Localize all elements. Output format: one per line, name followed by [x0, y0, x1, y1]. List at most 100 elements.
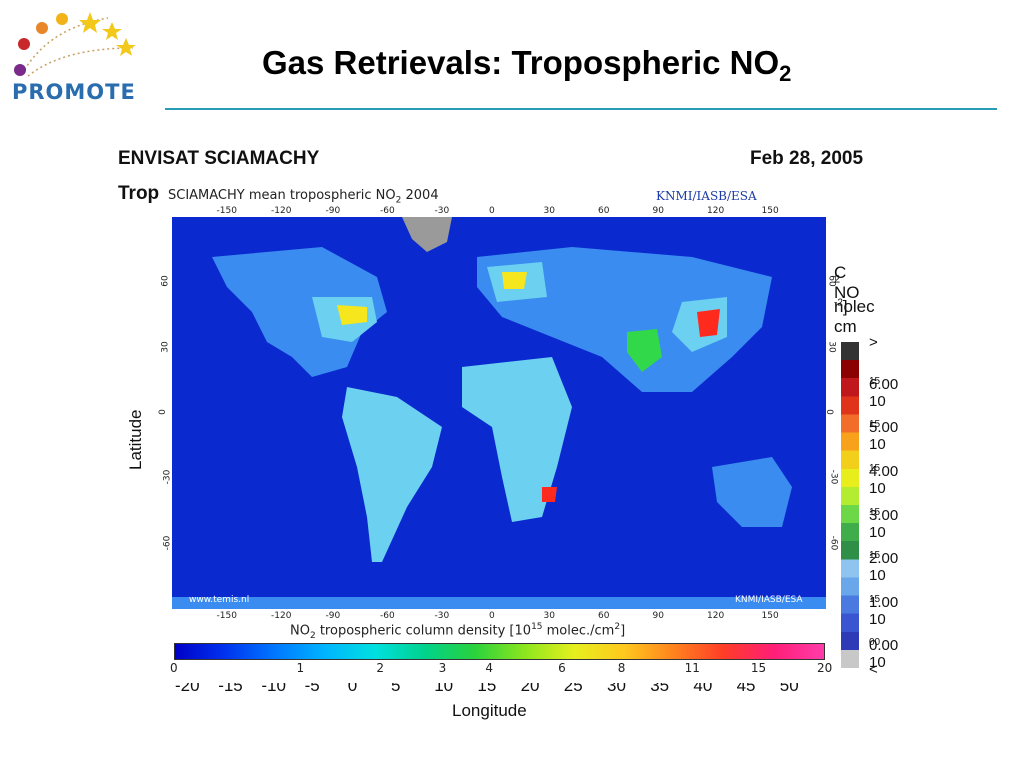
no2-fragment: C NO 2 — [834, 263, 860, 302]
colorbar-tick-label: 1 — [296, 661, 305, 675]
map-credit-text: KNMI/IASB/ESA — [735, 595, 803, 605]
lat-tick-label: 0 — [157, 409, 168, 415]
lat-tick-label: 60 — [826, 275, 837, 288]
date-label: Feb 28, 2005 — [750, 148, 864, 169]
colorbar-tick-label: 20 — [817, 661, 833, 675]
subtitle-fragment: Trop — [118, 183, 160, 204]
lat-tick-label: 30 — [826, 340, 837, 353]
legend-label-exp: 15 — [869, 550, 881, 561]
legend-label-exp: 00 — [869, 637, 881, 648]
lat-tick-label: -30 — [828, 469, 839, 485]
lat-tick-label: -60 — [828, 535, 839, 551]
no2-fragment-sub: 2 — [834, 273, 841, 286]
lon-tick-label: 150 — [761, 611, 779, 621]
legend-label: 3.00 10 15 — [869, 507, 898, 541]
back-panel-tick-label: 5 — [391, 676, 401, 695]
colorbar-title-d: ] — [620, 623, 626, 639]
map-eurasia — [477, 247, 772, 392]
unit-fragment-text: nolec cm — [834, 297, 875, 336]
colorbar-tick-label: 3 — [438, 661, 447, 675]
map-antarctica — [172, 597, 826, 609]
legend-label: 1.00 10 15 — [869, 594, 898, 628]
colorbar-title-sub: 2 — [309, 630, 316, 641]
slide-title-sub: 2 — [779, 61, 792, 86]
legend-over: > — [869, 334, 878, 351]
colorbar-tick-label: 0 — [170, 661, 178, 675]
legend-label: 2.00 10 15 — [869, 550, 898, 584]
colorbar-axis-title: NO2 tropospheric column density [1015 mo… — [290, 622, 625, 641]
map-south-america — [342, 387, 442, 562]
legend-label-exp: 15 — [869, 594, 881, 605]
colorbar-title-sup2: 2 — [614, 622, 621, 632]
lon-tick-label: 0 — [489, 611, 495, 621]
legend-label: 4.00 10 15 — [869, 463, 898, 497]
colorbar-tick-label: 4 — [485, 661, 494, 675]
lon-tick-label: -120 — [271, 206, 292, 216]
lon-tick-label: 150 — [761, 206, 779, 216]
colorbar — [174, 643, 825, 660]
slide-title-main: Gas Retrievals: Tropospheric NO — [262, 44, 780, 81]
no2-fragment-text: C NO — [834, 263, 860, 302]
no2-world-map — [172, 217, 826, 609]
lon-tick-label: -90 — [325, 206, 341, 216]
lon-tick-label: 90 — [652, 206, 664, 216]
lon-tick-label: 120 — [707, 206, 725, 216]
legend-label: 6.00 10 15 — [869, 376, 898, 410]
latitude-axis-label: Latitude — [126, 409, 145, 471]
lon-tick-label: 120 — [707, 611, 725, 621]
back-panel-tick-label: 0 — [347, 676, 358, 695]
legend-label-base: 1.00 10 — [869, 594, 899, 628]
colorbar-title-b: tropospheric column density [10 — [315, 623, 532, 639]
legend-label-base: 3.00 10 — [869, 507, 899, 541]
map-australia — [712, 457, 792, 527]
slide-title: Gas Retrievals: Tropospheric NO2 — [262, 44, 791, 87]
lon-tick-label: 60 — [598, 206, 610, 216]
promote-logo — [8, 8, 148, 108]
legend-label-exp: 15 — [869, 419, 881, 430]
colorbar-title-c: molec./cm — [542, 623, 615, 639]
colorbar-tick-label: 8 — [617, 661, 626, 675]
inset-credit: KNMI/IASB/ESA — [656, 189, 757, 203]
legend-label: 0.00 10 00 — [869, 637, 898, 671]
inset-title: SCIAMACHY mean tropospheric NO2 2004 — [168, 188, 439, 206]
map-europe-hotspot — [502, 272, 527, 289]
legend-under: < — [869, 661, 878, 678]
inset-title-text: SCIAMACHY mean tropospheric NO — [168, 188, 396, 203]
lon-tick-label: 90 — [652, 611, 664, 621]
lat-tick-label: 30 — [160, 340, 171, 353]
lon-tick-label: -60 — [380, 611, 395, 621]
title-divider — [165, 108, 997, 110]
lat-tick-label: -60 — [162, 535, 173, 551]
map-india — [627, 329, 662, 372]
inset-title-sub: 2 — [395, 195, 402, 206]
unit-fragment-sup: -2 — [834, 297, 843, 309]
map-url-text: www.temis.nl — [189, 595, 250, 605]
inset-title-year: 2004 — [401, 188, 439, 203]
instrument-label: ENVISAT SCIAMACHY — [118, 148, 320, 169]
lat-tick-label: -30 — [162, 469, 173, 485]
lon-tick-label: 60 — [598, 611, 610, 621]
map-usa-hotspot — [337, 305, 367, 325]
colorbar-tick-label: 2 — [376, 661, 385, 675]
map-china-hotspot — [697, 309, 720, 337]
colorbar-title-sup: 15 — [531, 622, 543, 632]
map-greenland — [402, 217, 452, 252]
unit-fragment-close: ] — [842, 297, 848, 316]
lon-tick-label: 0 — [489, 206, 495, 216]
colorbar-tick-label: 15 — [750, 661, 767, 675]
colorbar-tick-label: 6 — [558, 661, 566, 675]
legend-label-exp: 15 — [869, 463, 881, 474]
lon-tick-label: -90 — [325, 611, 341, 621]
legend-label: 5.00 10 15 — [869, 419, 898, 453]
legend-label-base: 2.00 10 — [869, 550, 899, 584]
legend-label-base: 5.00 10 — [869, 419, 899, 453]
legend-color-scale — [841, 342, 859, 668]
longitude-axis-label: Longitude — [452, 701, 527, 720]
lon-tick-label: -30 — [434, 611, 450, 621]
legend-label-base: 0.00 10 — [869, 637, 899, 671]
logo-stars-icon — [14, 12, 136, 77]
map-africa — [462, 357, 572, 522]
lon-tick-label: -150 — [216, 611, 237, 621]
legend-label-base: 4.00 10 — [869, 463, 899, 497]
unit-fragment: nolec cm -2] — [834, 297, 875, 336]
